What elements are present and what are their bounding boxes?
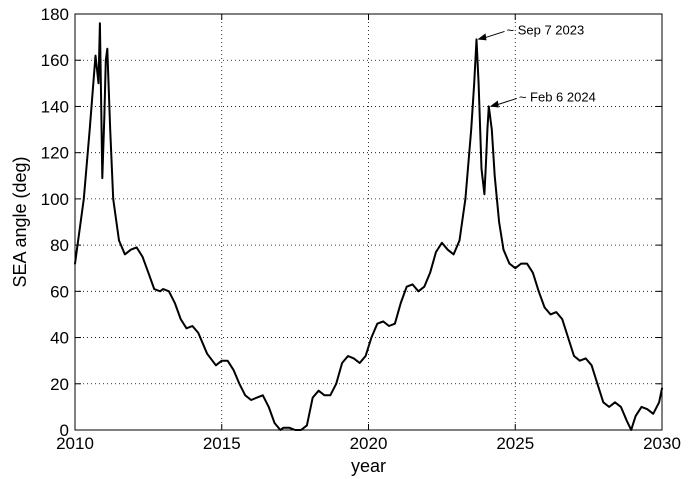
- data-series: [74, 22, 663, 431]
- y-tick-label: 120: [41, 144, 69, 163]
- x-tick-label: 2020: [350, 434, 388, 453]
- x-tick-label: 2030: [643, 434, 681, 453]
- x-axis-title: year: [351, 456, 386, 476]
- y-tick-label: 40: [50, 329, 69, 348]
- annotation-arrowhead: [489, 100, 499, 108]
- annotation-label: ~ Sep 7 2023: [507, 22, 585, 37]
- series-line: [74, 22, 663, 431]
- annotations: ~ Sep 7 2023 ~ Feb 6 2024: [477, 22, 596, 108]
- y-axis-title: SEA angle (deg): [10, 156, 30, 287]
- y-tick-label: 20: [50, 375, 69, 394]
- y-tick-label: 180: [41, 5, 69, 24]
- y-tick-label: 160: [41, 51, 69, 70]
- y-tick-label: 80: [50, 236, 69, 255]
- plot-frame: [74, 13, 663, 431]
- annotation-arrowhead: [477, 33, 487, 41]
- y-tick-label: 0: [60, 421, 69, 440]
- grid: [75, 14, 662, 430]
- y-tick-label: 140: [41, 97, 69, 116]
- annotation-label: ~ Feb 6 2024: [519, 89, 596, 104]
- y-tick-label: 60: [50, 282, 69, 301]
- x-tick-label: 2025: [496, 434, 534, 453]
- x-tick-label: 2015: [203, 434, 241, 453]
- y-tick-label: 100: [41, 190, 69, 209]
- x-tick-label: 2010: [56, 434, 94, 453]
- axis-ticks: 2010 2015 2020 2025 2030 0 20 40 60 80 100 120 140 16…: [41, 5, 681, 453]
